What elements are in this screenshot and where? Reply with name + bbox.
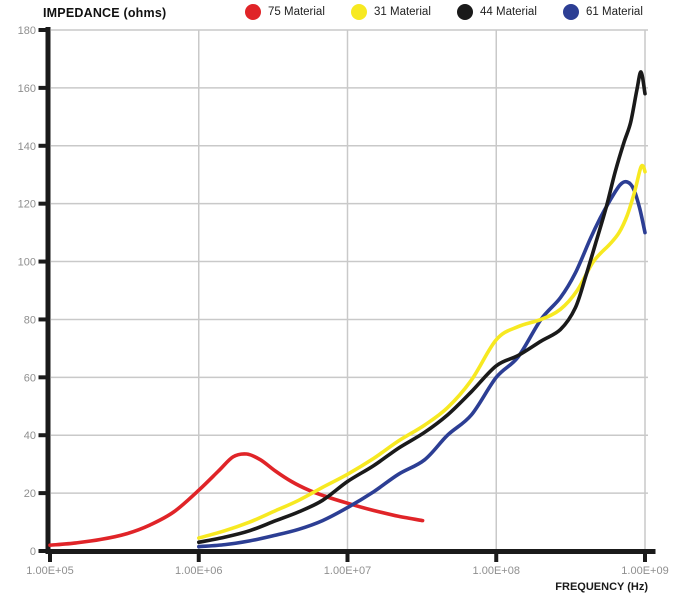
y-tick-120	[38, 201, 47, 206]
x-tick-1.00E+05	[48, 554, 52, 562]
y-tick-label-140: 140	[18, 141, 36, 153]
x-tick-label-1.00E+07: 1.00E+07	[324, 565, 371, 577]
tick-labels: 0 20 40 60 80 100 120 140 160 180 1.00E+05 1.00E+06…	[18, 25, 669, 577]
x-axis-line	[45, 549, 656, 554]
legend-item-label: 61 Material	[586, 6, 643, 18]
y-tick-20	[38, 491, 47, 496]
y-tick-label-180: 180	[18, 25, 36, 37]
legend-item-75-material: 75 Material	[245, 4, 325, 20]
y-tick-40	[38, 433, 47, 438]
y-tick-label-120: 120	[18, 199, 36, 211]
y-tick-160	[38, 85, 47, 90]
y-tick-label-100: 100	[18, 257, 36, 269]
x-tick-1.00E+06	[196, 554, 201, 562]
legend-dot-31-material	[351, 4, 367, 20]
x-tick-1.00E+09	[643, 554, 647, 562]
gridlines	[51, 29, 648, 549]
legend-item-61-material: 61 Material	[563, 4, 643, 20]
x-axis-title: FREQUENCY (Hz)	[555, 581, 648, 593]
legend-dot-61-material	[563, 4, 579, 20]
y-tick-label-80: 80	[24, 314, 36, 326]
y-tick-label-0: 0	[30, 546, 36, 558]
y-tick-label-160: 160	[18, 83, 36, 95]
series-75-material-line	[48, 452, 425, 547]
y-tick-180	[38, 28, 47, 32]
axes	[38, 27, 656, 562]
x-tick-label-1.00E+08: 1.00E+08	[473, 565, 520, 577]
y-tick-60	[38, 375, 47, 380]
x-tick-label-1.00E+09: 1.00E+09	[621, 565, 668, 577]
x-tick-1.00E+08	[494, 554, 499, 562]
y-axis-line	[45, 27, 51, 554]
y-tick-80	[38, 317, 47, 322]
legend-item-31-material: 31 Material	[351, 4, 431, 20]
chart-title: IMPEDANCE (ohms)	[43, 6, 167, 20]
x-tick-label-1.00E+06: 1.00E+06	[175, 565, 222, 577]
legend-dot-44-material	[457, 4, 473, 20]
series-31-material-line	[197, 163, 647, 540]
legend-item-label: 31 Material	[374, 6, 431, 18]
chart-header: IMPEDANCE (ohms) 75 Material 31 Material 4…	[0, 0, 679, 26]
legend-item-label: 75 Material	[268, 6, 325, 18]
y-tick-0	[38, 549, 47, 553]
series-lines	[48, 70, 647, 549]
y-tick-100	[38, 259, 47, 264]
legend-dot-75-material	[245, 4, 261, 20]
y-tick-140	[38, 143, 47, 148]
legend-item-44-material: 44 Material	[457, 4, 537, 20]
y-tick-label-40: 40	[24, 430, 36, 442]
y-tick-label-20: 20	[24, 488, 36, 500]
series-44-material-line	[197, 70, 647, 545]
series-61-material-line	[197, 179, 647, 549]
legend-item-label: 44 Material	[480, 6, 537, 18]
x-tick-label-1.00E+05: 1.00E+05	[26, 565, 73, 577]
y-tick-label-60: 60	[24, 372, 36, 384]
x-tick-1.00E+07	[345, 554, 350, 562]
